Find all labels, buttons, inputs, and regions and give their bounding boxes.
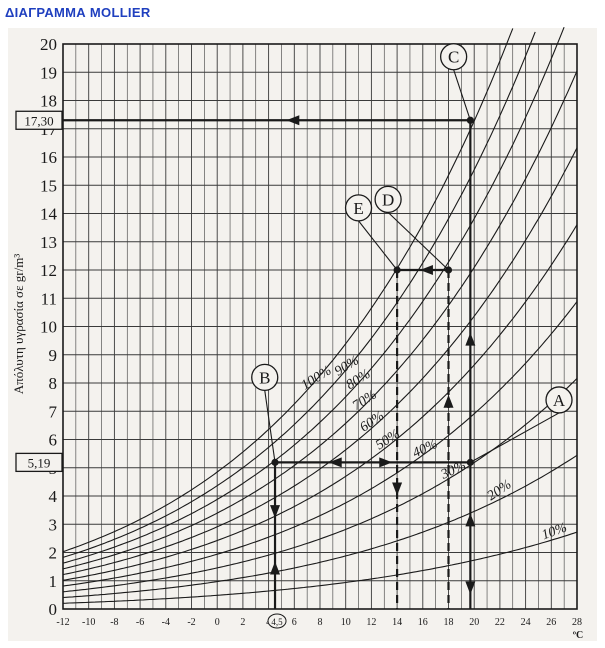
y-value-box: 5,19 [15, 452, 63, 473]
point-leader [470, 412, 560, 463]
arrow-c-down [465, 581, 476, 595]
arrow-c-left [286, 115, 300, 126]
y-value-box-frame [15, 452, 63, 473]
point-label-circle [439, 43, 468, 71]
point-label-circle [374, 185, 402, 214]
arrow-c-up [465, 332, 476, 346]
y-tick-label: 15 [40, 176, 57, 195]
rh-curve [62, 28, 514, 553]
chart-paper [8, 28, 597, 641]
x-value-circle-text: 4,5 [271, 617, 283, 627]
point-label-circle [344, 194, 373, 222]
x-tick-label: 28 [572, 617, 582, 628]
y-tick-label: 6 [49, 431, 58, 450]
y-tick-label: 20 [40, 35, 57, 54]
rh-curve [62, 147, 578, 576]
y-tick-label: 19 [40, 63, 57, 82]
construction-lines: 17,30 5,19 4,5 [15, 110, 476, 629]
rh-curves [62, 26, 578, 604]
rh-curve [62, 70, 578, 570]
y-tick-label: 0 [49, 600, 58, 619]
rh-curve [62, 531, 578, 604]
y-tick-label: 2 [49, 544, 58, 563]
y-tick-label: 13 [40, 233, 57, 252]
x-axis-label: ºC [573, 630, 584, 641]
arrow-b-down [270, 505, 281, 519]
arrow-ab-left [328, 457, 342, 468]
point-leader [387, 211, 449, 271]
point-label-text: A [553, 391, 566, 410]
x-tick-label: 20 [469, 617, 479, 628]
point-label-circle [251, 363, 279, 392]
y-axis-label: Απόλυτη υγρασία σε gr/m³ [11, 254, 26, 395]
arrow-e-down [392, 482, 403, 496]
x-tick-label: -2 [187, 617, 195, 628]
y-tick-label: 7 [49, 402, 58, 421]
x-tick-label: 16 [418, 617, 428, 628]
arrow-de-left [419, 265, 433, 275]
x-tick-label: 2 [240, 617, 245, 628]
point-label-circle [545, 386, 573, 414]
x-tick-label: 0 [215, 617, 220, 628]
y-tick-label: 4 [49, 487, 58, 506]
mollier-chart: 01234567891011121314151617181920-12-10-8… [0, 24, 605, 643]
point-leader [358, 220, 398, 271]
x-tick-label: -4 [162, 617, 170, 628]
x-tick-label: 18 [444, 617, 454, 628]
x-tick-label: 10 [341, 617, 351, 628]
plot-frame [62, 43, 578, 610]
x-tick-label: -12 [56, 617, 69, 628]
x-value-circle [267, 613, 287, 629]
y-value-box: 17,30 [15, 110, 63, 130]
mollier-chart-svg: 01234567891011121314151617181920-12-10-8… [8, 26, 597, 641]
x-tick-label: 14 [392, 617, 402, 628]
x-tick-label: 12 [366, 617, 376, 628]
point-label-text: D [382, 190, 394, 209]
arrow-ab-right [379, 457, 393, 468]
y-tick-label: 1 [49, 572, 58, 591]
arrow-c-up-2 [465, 513, 476, 527]
y-tick-label: 14 [40, 205, 58, 224]
rh-curve [62, 301, 578, 587]
x-tick-label: 24 [521, 617, 531, 628]
rh-curve [62, 454, 578, 599]
point-leader [264, 390, 276, 463]
grid [62, 43, 578, 610]
rh-curve [62, 26, 565, 564]
arrow-d-up [443, 394, 454, 408]
y-tick-label: 16 [40, 148, 57, 167]
y-tick-label: 12 [40, 261, 57, 280]
x-tick-label: 8 [318, 617, 323, 628]
x-tick-label: 22 [495, 617, 505, 628]
rh-curve [62, 31, 536, 558]
y-tick-label: 8 [49, 374, 58, 393]
y-tick-label: 9 [49, 346, 58, 365]
arrow-b-up [270, 561, 281, 575]
x-tick-label: 26 [546, 617, 556, 628]
x-tick-label: -10 [82, 617, 95, 628]
x-tick-label: 6 [292, 617, 297, 628]
point-leader [453, 69, 471, 121]
point-label-text: E [353, 199, 363, 218]
y-value-box-frame [15, 110, 63, 130]
y-value-box-text: 5,19 [28, 455, 51, 470]
y-tick-label: 3 [49, 515, 58, 534]
point-label-text: C [448, 48, 459, 67]
page-title: ΔΙΑΓΡΑΜΜΑ MOLLIER [5, 5, 151, 20]
y-tick-label: 18 [40, 92, 57, 111]
rh-curve [62, 224, 578, 581]
point-label-text: B [259, 368, 270, 387]
y-tick-label: 10 [40, 318, 57, 337]
x-tick-label: -6 [136, 617, 144, 628]
x-tick-label: -8 [110, 617, 118, 628]
y-value-box-text: 17,30 [24, 113, 53, 128]
tick-labels: 01234567891011121314151617181920-12-10-8… [40, 35, 582, 628]
y-tick-label: 11 [41, 289, 57, 308]
point-markers: A B C DE [251, 43, 573, 466]
